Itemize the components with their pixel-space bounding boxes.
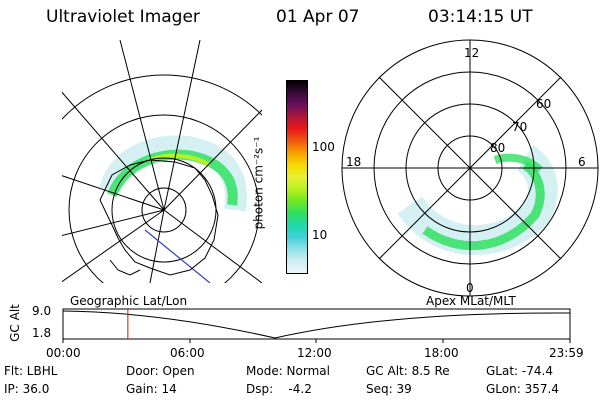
info-seq: Seq: 39	[366, 382, 412, 396]
lat-label-70: 70	[512, 120, 528, 134]
geographic-label: Geographic Lat/Lon	[70, 294, 188, 308]
timeline-xtick-1200: 12:00	[297, 346, 332, 360]
lat-label-60: 60	[536, 97, 552, 111]
apex-polar-plot	[341, 39, 599, 297]
info-ip: IP: 36.0	[4, 382, 50, 396]
lat-label-80: 80	[490, 141, 506, 155]
instrument-title: Ultraviolet Imager	[46, 7, 200, 27]
mlt-label-left: 18	[346, 155, 362, 169]
time-label: 03:14:15 UT	[428, 7, 533, 27]
intensity-colorbar	[286, 80, 308, 274]
altitude-timeline	[62, 308, 571, 343]
info-gain: Gain: 14	[126, 382, 177, 396]
colorbar-tick-100: 100	[312, 140, 335, 154]
timeline-ytick-high: 9.0	[32, 304, 52, 318]
timeline-ytick-low: 1.8	[32, 326, 52, 340]
info-glat: GLat: -74.4	[486, 364, 553, 378]
mlt-label-right: 6	[578, 155, 586, 169]
info-door: Door: Open	[126, 364, 195, 378]
timeline-ylabel: GC Alt	[7, 304, 22, 342]
info-mode: Mode: Normal	[246, 364, 330, 378]
timeline-xtick-1800: 18:00	[424, 346, 459, 360]
apex-label: Apex MLat/MLT	[426, 294, 516, 308]
mlt-label-top: 12	[464, 46, 480, 60]
colorbar-tick-10: 10	[312, 228, 328, 242]
mlt-label-bottom: 0	[466, 281, 474, 295]
colorbar-unit-label: photon cm⁻²s⁻¹	[251, 136, 266, 230]
info-gc-alt: GC Alt: 8.5 Re	[366, 364, 450, 378]
timeline-xtick-2359: 23:59	[549, 346, 584, 360]
timeline-xtick-0000: 00:00	[46, 346, 81, 360]
timeline-xtick-0600: 06:00	[170, 346, 205, 360]
info-glon: GLon: 357.4	[486, 382, 559, 396]
info-flt: Flt: LBHL	[4, 364, 58, 378]
date-label: 01 Apr 07	[276, 7, 360, 27]
info-dsp: Dsp: -4.2	[246, 382, 312, 396]
geo-grid	[62, 40, 262, 283]
